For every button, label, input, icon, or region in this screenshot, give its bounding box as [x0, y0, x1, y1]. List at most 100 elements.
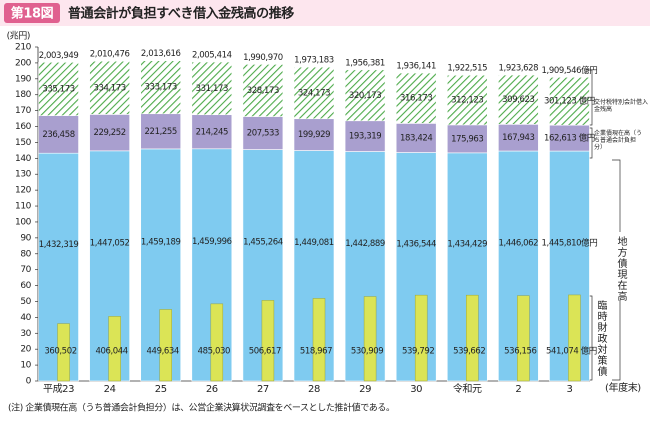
legend-mid: 企業債現在高（うち普通会計負担分）: [594, 130, 643, 151]
y-tick-label: 40: [20, 313, 31, 323]
value-label: 309,623: [502, 95, 534, 105]
bar-segment: [38, 115, 79, 154]
x-tick-label: 24: [104, 384, 116, 395]
value-label: 162,613 億円: [544, 133, 595, 144]
overlay-bar: [517, 295, 530, 382]
bar-segment: [191, 114, 233, 150]
note: (注) 企業債現在高（うち普通会計負担分）は、公営企業決算状況調査をベースとした…: [8, 402, 395, 414]
value-label: 1,436,544: [396, 239, 436, 249]
value-label: 1,432,319: [39, 240, 79, 250]
bar-segment: [344, 120, 386, 152]
y-tick-label: 20: [20, 345, 31, 355]
legend-top: 交付税特別会計借入金残高: [594, 99, 649, 113]
y-tick-label: 120: [15, 186, 32, 196]
total-label: 1,956,381: [345, 58, 385, 68]
x-tick-label: 平成23: [43, 383, 74, 395]
overlay-bar: [414, 294, 428, 382]
y-tick-label: 200: [15, 58, 32, 68]
y-tick-label: 30: [20, 329, 31, 339]
y-tick-label: 60: [20, 281, 31, 291]
value-label: 221,255: [145, 127, 177, 137]
total-label: 1,922,515: [447, 64, 487, 74]
total-label: 2,005,414: [192, 51, 232, 61]
total-label: 1,936,141: [396, 62, 436, 72]
x-tick-label: 25: [155, 384, 167, 395]
total-label: 2,013,616: [141, 49, 181, 59]
value-label: 1,449,081: [294, 238, 334, 248]
overlay-bar: [312, 298, 326, 382]
y-tick-label: 100: [15, 217, 32, 227]
bar-segment: [498, 74, 539, 125]
x-tick-label: 26: [206, 384, 218, 395]
overlay-bar: [108, 316, 121, 382]
bar-segment: [344, 69, 386, 122]
badge-text: 第18図: [11, 6, 54, 22]
total-label: 1,923,628: [499, 64, 539, 74]
legend-overlay: 臨時財政対策債: [595, 300, 606, 377]
value-label: 333,173: [145, 83, 177, 93]
bar-segment: [446, 74, 488, 126]
y-tick-label: 160: [15, 122, 32, 132]
total-label: 2,010,476: [90, 50, 130, 60]
value-label: 1,442,889: [345, 239, 385, 249]
y-tick-label: 0: [26, 377, 32, 387]
value-label: 183,424: [400, 133, 432, 143]
y-tick-label: 70: [20, 265, 31, 275]
y-tick-label: 170: [15, 106, 32, 116]
value-label: 1,446,062: [499, 239, 539, 249]
y-tick-label: 210: [15, 43, 32, 53]
value-label: 207,533: [247, 129, 279, 139]
y-tick-label: 50: [20, 297, 31, 307]
value-label: 331,173: [196, 84, 228, 94]
x-tick-label: 28: [308, 384, 320, 395]
overlay-bar: [568, 294, 581, 382]
value-label: 167,943: [502, 133, 534, 143]
value-label: 1,459,189: [141, 237, 181, 247]
bar-segment: [89, 114, 130, 152]
x-tick-label: 2: [515, 384, 521, 395]
value-label: 334,173: [93, 83, 125, 93]
bar-segment: [293, 118, 335, 151]
overlay-label: 539,792: [402, 347, 434, 357]
bar-segment: [242, 116, 284, 150]
value-label: 1,434,429: [447, 240, 487, 250]
bar-segment: [549, 76, 590, 126]
bar-segment: [89, 60, 130, 115]
overlay-label: 506,617: [249, 347, 281, 357]
value-label: 193,319: [349, 132, 381, 142]
overlay-label: 536,156: [504, 347, 536, 357]
overlay-label: 541,074 億円: [546, 346, 597, 357]
value-label: 316,173: [400, 94, 432, 104]
value-label: 175,963: [451, 134, 483, 144]
overlay-bar: [261, 300, 275, 382]
overlay-label: 485,030: [198, 347, 230, 357]
total-label: 1,973,183: [294, 56, 334, 66]
bar-segment: [446, 124, 488, 154]
value-label: 301,123 億円: [544, 96, 595, 107]
bar-segment: [38, 61, 79, 116]
overlay-label: 530,909: [351, 347, 383, 357]
value-label: 320,173: [349, 91, 381, 101]
total-label: 2,003,949: [39, 51, 79, 61]
value-label: 236,458: [42, 130, 74, 140]
y-tick-label: 80: [20, 249, 31, 259]
bar-segment: [140, 60, 182, 115]
overlay-label: 449,634: [147, 347, 179, 357]
value-label: 1,445,810億円: [542, 238, 598, 249]
overlay-bar: [159, 309, 172, 382]
y-tick-label: 130: [15, 170, 32, 180]
x-tick-label: 27: [257, 384, 269, 395]
x-label: (年度末): [605, 381, 641, 394]
badge: [4, 3, 60, 23]
value-label: 1,459,996: [192, 237, 232, 247]
x-tick-label: 30: [410, 384, 422, 395]
y-tick-label: 150: [15, 138, 32, 148]
value-label: 1,447,052: [90, 238, 130, 248]
overlay-bar: [466, 294, 479, 382]
title: 普通会計が負担すべき借入金残高の推移: [68, 6, 294, 22]
legend-bottom: 地方債現在高: [615, 236, 626, 302]
value-label: 214,245: [196, 127, 228, 137]
header-band: [0, 0, 650, 26]
bar-segment: [140, 113, 182, 150]
bar-segment: [191, 61, 233, 116]
